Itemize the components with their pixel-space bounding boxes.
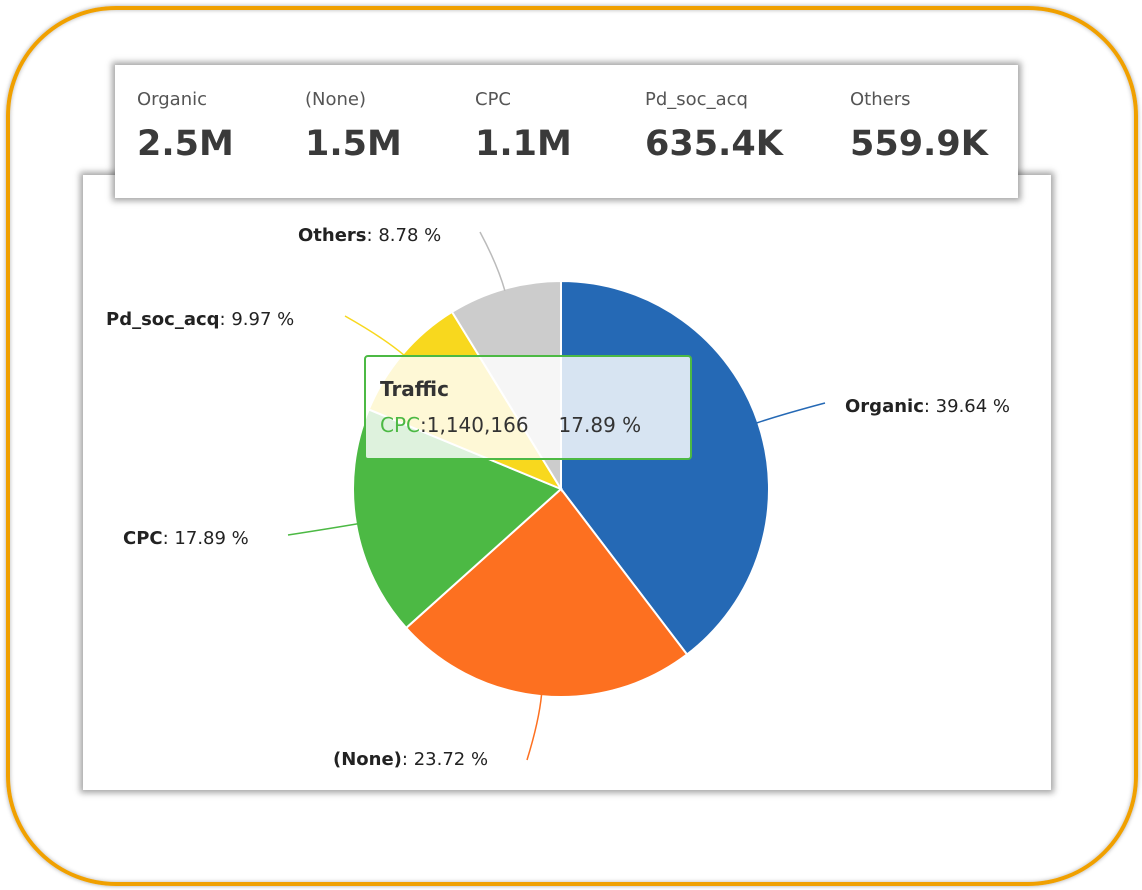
kpi-value: 1.1M: [475, 124, 572, 164]
outer-frame: [6, 6, 1138, 886]
kpi-label: Organic: [137, 89, 208, 110]
kpi-label: Others: [850, 89, 911, 110]
kpi-cpc: CPC 1.1M: [475, 89, 572, 164]
tooltip-percent: 17.89 %: [558, 413, 642, 437]
leader-line-others: [479, 231, 506, 291]
label-value: 39.64 %: [935, 396, 1011, 417]
kpi-value: 559.9K: [850, 124, 988, 164]
label-organic: Organic: 39.64 %: [845, 396, 1011, 417]
label-pd-soc-acq: Pd_soc_acq: 9.97 %: [106, 309, 295, 330]
label-value: 23.72 %: [413, 749, 489, 770]
kpi-value: 1.5M: [305, 124, 402, 164]
kpi-value: 635.4K: [645, 124, 783, 164]
label-category: (None): [333, 749, 402, 770]
kpi-value: 2.5M: [137, 124, 234, 164]
leader-line-pd-soc-acq: [344, 315, 405, 356]
kpi-label: (None): [305, 89, 367, 110]
label-category: CPC: [123, 528, 163, 549]
leader-line-organic: [755, 402, 826, 424]
leader-line-none: [526, 694, 543, 761]
label-value: 9.97 %: [231, 309, 295, 330]
tooltip-value: 1,140,166: [426, 413, 529, 437]
tooltip: Traffic CPC:1,140,166 17.89 %: [364, 355, 692, 460]
tooltip-title: Traffic: [380, 377, 449, 401]
leader-line-cpc: [287, 522, 359, 536]
tooltip-series: CPC: [380, 413, 420, 437]
tooltip-row: CPC:1,140,166 17.89 %: [380, 413, 642, 437]
label-category: Pd_soc_acq: [106, 309, 220, 330]
label-category: Organic: [845, 396, 924, 417]
label-value: 17.89 %: [174, 528, 249, 549]
label-cpc: CPC: 17.89 %: [123, 528, 249, 549]
kpi-label: CPC: [475, 89, 511, 110]
kpi-pd-soc-acq: Pd_soc_acq 635.4K: [645, 89, 783, 164]
kpi-strip: Organic 2.5M (None) 1.5M CPC 1.1M Pd_soc_ac…: [115, 65, 1018, 198]
label-value: 8.78 %: [378, 225, 442, 246]
kpi-organic: Organic 2.5M: [137, 89, 234, 164]
label-none: (None): 23.72 %: [333, 749, 489, 770]
kpi-label: Pd_soc_acq: [645, 89, 748, 110]
kpi-others: Others 559.9K: [850, 89, 988, 164]
kpi-none: (None) 1.5M: [305, 89, 402, 164]
label-category: Others: [298, 225, 367, 246]
label-others: Others: 8.78 %: [298, 225, 442, 246]
